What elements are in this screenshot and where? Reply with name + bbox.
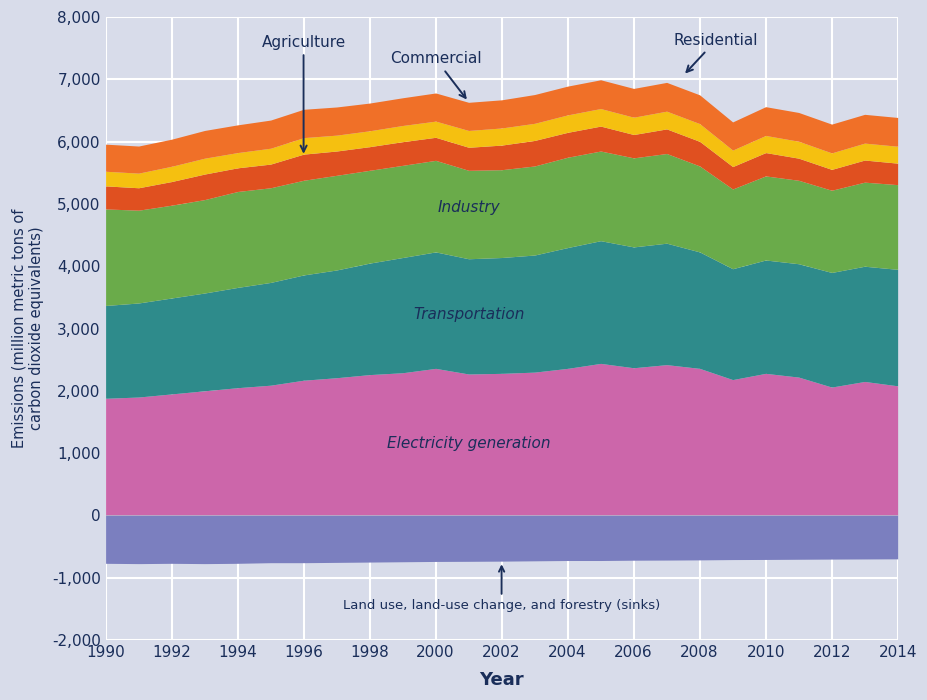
Text: Transportation: Transportation xyxy=(413,307,524,322)
Text: Agriculture: Agriculture xyxy=(261,34,346,152)
Text: Residential: Residential xyxy=(673,33,757,72)
Y-axis label: Emissions (million metric tons of
carbon dioxide equivalents): Emissions (million metric tons of carbon… xyxy=(11,209,44,448)
Text: Land use, land-use change, and forestry (sinks): Land use, land-use change, and forestry … xyxy=(343,566,659,612)
X-axis label: Year: Year xyxy=(478,671,524,689)
Text: Commercial: Commercial xyxy=(389,51,481,98)
Text: Electricity generation: Electricity generation xyxy=(387,436,550,452)
Text: Industry: Industry xyxy=(437,199,500,215)
